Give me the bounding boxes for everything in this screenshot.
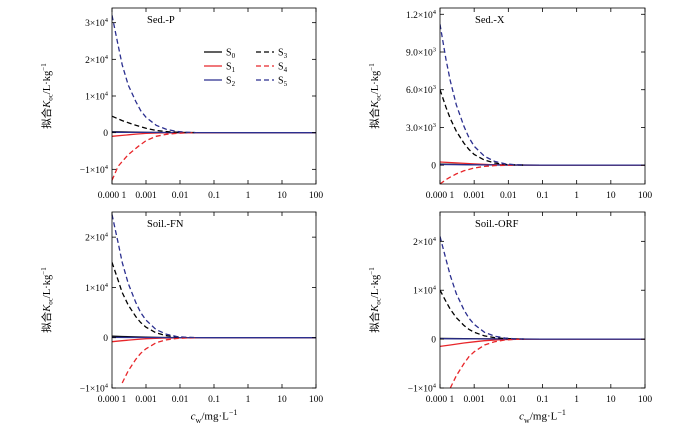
x-tick-label: 1 — [246, 395, 251, 405]
series-line — [440, 89, 525, 166]
x-axis-title: cw/mg·L−1 — [112, 408, 316, 425]
x-tick-label: 0.000 1 — [98, 395, 127, 405]
chart-panel: 0.000 1 0.001 0.01 0.1 1 10 100 −1×104 0 1×104 2×1… — [40, 7, 324, 201]
x-tick-label: 1 — [574, 395, 579, 405]
x-tick-label: 10 — [277, 191, 287, 201]
x-tick-label: 0.01 — [500, 395, 517, 405]
x-tick-label: 100 — [309, 395, 324, 405]
x-tick-label: 0.000 1 — [98, 191, 127, 201]
series-line — [449, 338, 525, 388]
panel-title: Soil.-ORF — [475, 219, 519, 230]
series-group — [112, 15, 316, 181]
y-tick-label: 1×104 — [413, 285, 437, 297]
plot-frame — [111, 211, 317, 389]
x-tick-label: 0.000 1 — [426, 191, 455, 201]
x-tick-label: 0.1 — [537, 191, 549, 201]
series-line — [112, 15, 197, 134]
series-line — [440, 163, 645, 166]
x-tick-label: 0.01 — [172, 191, 189, 201]
series-line — [112, 214, 197, 339]
x-tick-label: 0.001 — [463, 191, 485, 201]
y-tick-label: 3×104 — [85, 17, 109, 29]
y-tick-label: 6.0×103 — [406, 84, 436, 96]
y-tick-label: 0 — [103, 129, 108, 139]
x-tick-label: 10 — [606, 191, 616, 201]
x-tick-label: 0.000 1 — [426, 395, 455, 405]
legend-label: S1 — [226, 62, 236, 75]
panel-title: Sed.-P — [147, 15, 175, 26]
x-axis-title-rest: /mg·L — [201, 410, 229, 423]
legend-label: S3 — [278, 48, 288, 61]
legend-label: S2 — [226, 76, 236, 89]
series-line — [440, 289, 525, 340]
legend-label: S5 — [278, 76, 288, 89]
x-tick-label: 0.01 — [172, 395, 189, 405]
x-tick-label: 1 — [574, 191, 579, 201]
panel-title: Soil.-FN — [147, 219, 184, 230]
y-tick-label: 1×104 — [85, 282, 109, 294]
x-axis-title-main: c — [190, 410, 196, 423]
x-tick-label: 0.001 — [135, 191, 157, 201]
series-line — [112, 262, 197, 339]
y-tick-label: 1×104 — [85, 91, 109, 103]
series-line — [112, 132, 197, 181]
x-axis-title-sup: −1 — [228, 408, 238, 417]
x-axis-title-right: cw/mg·L−1 — [440, 408, 645, 425]
y-axis-title: 拟合Koc/L·kg−1 — [368, 267, 383, 333]
series-line — [112, 115, 197, 134]
y-tick-label: 9.0×103 — [406, 47, 436, 59]
chart-panel: 0.000 1 0.001 0.01 0.1 1 10 100 −1×104 0 1×104 2×1… — [368, 211, 653, 405]
x-tick-label: 0.001 — [463, 395, 485, 405]
y-tick-label: 2×104 — [413, 236, 437, 248]
x-tick-label: 100 — [638, 395, 653, 405]
y-tick-label: −1×104 — [408, 383, 437, 395]
x-tick-label: 1 — [246, 191, 251, 201]
x-axis-title-sub: w — [195, 415, 202, 425]
legend-label: S0 — [226, 48, 236, 61]
y-tick-label: 2×104 — [85, 232, 109, 244]
legend-label: S4 — [278, 62, 288, 75]
series-group — [112, 214, 316, 384]
y-tick-label: 0 — [431, 162, 436, 172]
y-tick-label: 0 — [103, 334, 108, 344]
x-tick-label: 100 — [309, 191, 324, 201]
x-tick-label: 10 — [606, 395, 616, 405]
y-tick-label: −1×104 — [80, 383, 109, 395]
plot-frame — [439, 7, 646, 185]
plot-frame — [439, 211, 646, 389]
series-line — [121, 337, 197, 384]
series-line — [440, 24, 525, 166]
series-group — [440, 24, 645, 184]
panel-title: Sed.-X — [475, 15, 505, 26]
series-line — [440, 338, 645, 348]
x-tick-label: 0.1 — [537, 395, 549, 405]
y-axis-title: 拟合Koc/L·kg−1 — [40, 63, 55, 129]
y-axis-title: 拟合Koc/L·kg−1 — [40, 267, 55, 333]
x-tick-label: 10 — [277, 395, 287, 405]
series-line — [440, 164, 515, 184]
x-axis-title-rest: /mg·L — [529, 410, 558, 423]
x-tick-label: 0.001 — [135, 395, 157, 405]
y-tick-label: −1×104 — [80, 164, 109, 176]
chart-panel: 0.000 1 0.001 0.01 0.1 1 10 100 0 3.0×103 6.0×103… — [368, 7, 653, 201]
chart-panel: 0.000 1 0.001 0.01 0.1 1 10 100 −1×104 0 1×104 2×1… — [40, 211, 324, 405]
x-axis-title-main: c — [519, 410, 525, 423]
y-tick-label: 0 — [431, 336, 436, 346]
x-axis-title-sup: −1 — [557, 408, 566, 417]
x-tick-label: 0.1 — [208, 191, 220, 201]
y-tick-label: 1.2×104 — [406, 9, 437, 21]
legend: S0 S3 S1 S4 S2 S5 — [204, 48, 288, 89]
plot-frame — [111, 7, 317, 185]
x-tick-label: 100 — [638, 191, 653, 201]
series-line — [440, 236, 525, 340]
y-axis-title: 拟合Koc/L·kg−1 — [368, 63, 383, 129]
series-group — [440, 236, 645, 388]
y-tick-label: 3.0×103 — [406, 122, 436, 134]
x-tick-label: 0.01 — [500, 191, 517, 201]
x-tick-label: 0.1 — [208, 395, 220, 405]
y-tick-label: 2×104 — [85, 54, 109, 66]
x-axis-title-sub: w — [524, 415, 530, 425]
